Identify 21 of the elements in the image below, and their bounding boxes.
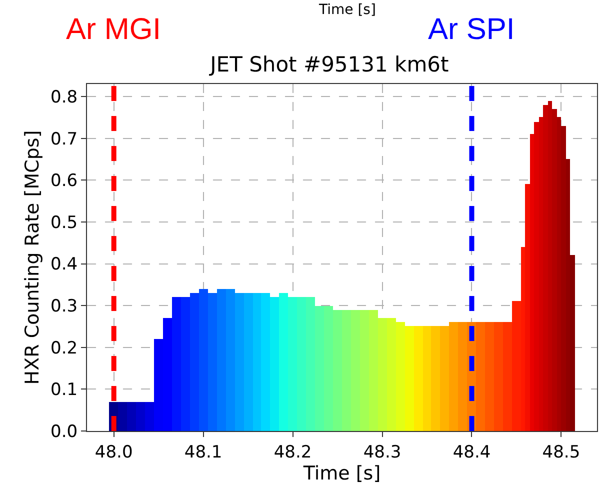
x-tick-label: 48.3 <box>363 442 402 462</box>
y-tick-label: 0.2 <box>50 338 78 358</box>
chart-title: JET Shot #95131 km6t <box>208 52 449 76</box>
x-axis-title: Time [s] <box>302 462 381 484</box>
y-axis-title: HXR Counting Rate [MCps] <box>21 130 44 385</box>
x-tick-label: 48.0 <box>94 442 133 462</box>
y-tick-label: 0.1 <box>50 380 78 400</box>
x-tick-label: 48.1 <box>184 442 222 462</box>
y-tick-label: 0.0 <box>50 422 78 442</box>
ref-line-label: Ar SPI <box>428 13 515 46</box>
y-tick-label: 0.8 <box>50 87 78 108</box>
x-tick-label: 48.5 <box>542 442 580 462</box>
y-tick-label: 0.5 <box>50 212 78 233</box>
x-tick-label: 48.2 <box>274 442 312 462</box>
text: Time [s] <box>318 2 376 18</box>
y-tick-label: 0.3 <box>50 296 78 317</box>
ref-line-label: Ar MGI <box>66 13 161 46</box>
x-tick-label: 48.4 <box>452 442 491 462</box>
y-tick-label: 0.6 <box>50 171 78 192</box>
y-tick-label: 0.4 <box>50 254 78 275</box>
y-tick-label: 0.7 <box>50 129 78 150</box>
